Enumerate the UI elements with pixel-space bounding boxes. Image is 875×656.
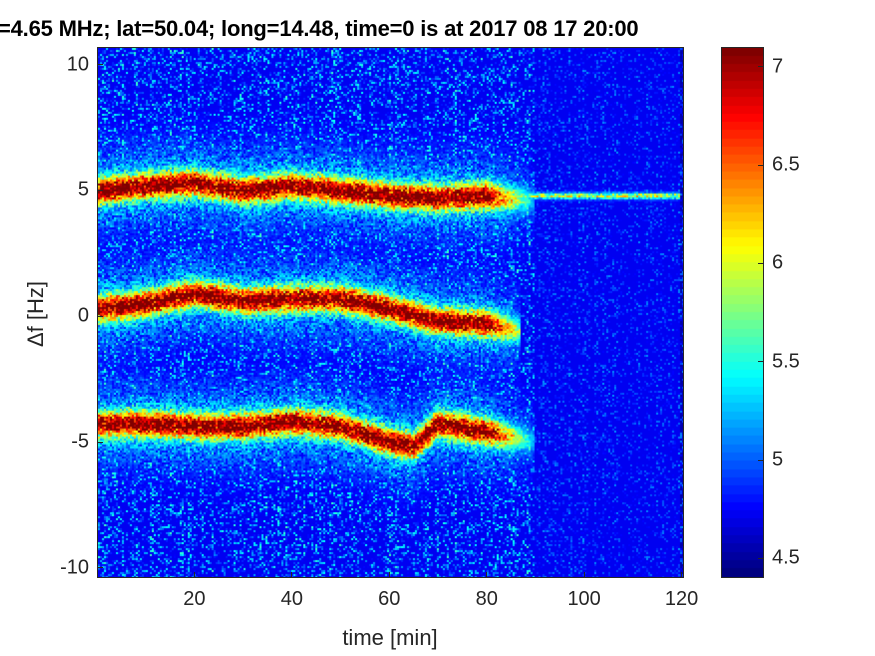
colorbar-tick-label: 6	[772, 251, 784, 274]
y-tick-label: -10	[60, 556, 89, 579]
colorbar-tick	[758, 164, 764, 166]
x-tick	[388, 572, 390, 578]
colorbar-tick-label: 5	[772, 448, 784, 471]
plot-area	[97, 47, 684, 578]
y-tick	[97, 441, 103, 443]
chart-title: =4.65 MHz; lat=50.04; long=14.48, time=0…	[0, 16, 639, 41]
x-tick-label: 100	[567, 588, 601, 610]
x-tick	[291, 572, 293, 578]
spectrogram-heatmap	[98, 48, 683, 577]
y-tick-label: -5	[71, 430, 89, 453]
x-tick	[486, 572, 488, 578]
colorbar-tick-label: 7	[772, 55, 784, 78]
x-tick-label: 40	[280, 588, 303, 610]
colorbar-tick	[758, 459, 764, 461]
colorbar-tick	[758, 262, 764, 264]
colorbar-tick	[758, 557, 764, 559]
x-tick-label: 80	[475, 588, 498, 610]
colorbar-tick-label: 5.5	[772, 350, 800, 373]
y-tick	[97, 315, 103, 317]
x-tick-label: 120	[664, 588, 699, 610]
colorbar-tick	[758, 66, 764, 68]
x-tick	[193, 572, 195, 578]
y-tick	[97, 64, 103, 66]
y-tick	[97, 567, 103, 569]
colorbar-tick-label: 6.5	[772, 153, 800, 176]
colorbar-tick	[758, 361, 764, 363]
x-axis-label: time [min]	[342, 625, 438, 650]
y-tick-label: 5	[77, 178, 89, 201]
x-tick	[583, 572, 585, 578]
y-axis-label: Δf [Hz]	[23, 280, 48, 348]
x-tick	[681, 572, 683, 578]
colorbar	[721, 47, 764, 578]
y-tick	[97, 189, 103, 191]
x-tick-label: 20	[183, 588, 206, 610]
y-tick-label: 0	[77, 304, 89, 327]
x-tick-label: 60	[378, 588, 401, 610]
colorbar-tick-label: 4.5	[772, 546, 800, 569]
y-tick-label: 10	[66, 53, 89, 76]
colorbar-gradient	[722, 48, 763, 577]
